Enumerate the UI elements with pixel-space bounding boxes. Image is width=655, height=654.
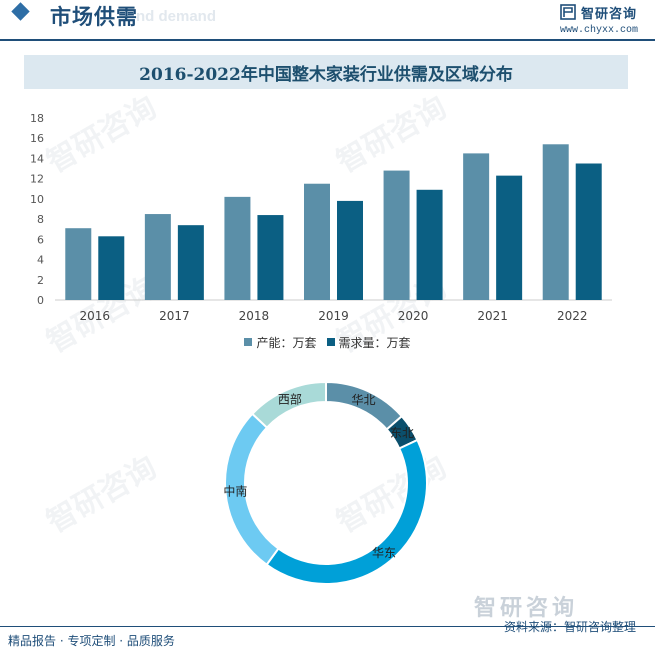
bar-chart: 0 2 4 6 8 10 12 14 16 18 2016 2017 2018 2019 2020 2021 2… <box>30 112 612 323</box>
footer-divider <box>0 626 655 627</box>
section-subtitle-ghost: nd demand <box>136 8 217 25</box>
donut-slice-label: 东北 <box>390 426 414 440</box>
footer-logo: 智研咨询 <box>474 596 579 621</box>
legend-label-demand: 需求量：万套 <box>338 335 411 350</box>
y-tick-label: 6 <box>37 233 44 246</box>
bar-demand <box>416 189 443 300</box>
header: 市场供需 nd demand 智研咨询 www.chyxx.com <box>0 0 655 41</box>
bar-capacity <box>383 170 410 300</box>
legend-item-capacity: 产能：万套 <box>244 333 317 351</box>
chart-title-banner: 2016-2022年中国整木家装行业供需及区域分布 <box>24 55 628 89</box>
donut-slice-label: 华北 <box>351 393 375 407</box>
bar-demand <box>496 175 523 300</box>
brand-url: www.chyxx.com <box>560 25 639 36</box>
x-tick-label: 2016 <box>80 309 111 323</box>
donut-slice-label: 西部 <box>278 391 302 406</box>
y-tick-label: 0 <box>37 294 44 307</box>
footer-tagline: 精品报告 · 专项定制 · 品质服务 <box>8 634 175 648</box>
y-tick-label: 10 <box>30 193 44 206</box>
legend-swatch-demand <box>326 338 335 346</box>
y-tick-label: 14 <box>30 152 44 165</box>
donut-slice <box>265 438 428 585</box>
bar-capacity <box>304 183 330 300</box>
x-tick-label: 2017 <box>159 309 190 323</box>
bar-chart-legend: 产能：万套 需求量：万套 <box>0 333 655 351</box>
x-tick-label: 2021 <box>477 309 508 323</box>
x-tick-label: 2019 <box>318 309 349 323</box>
bar-capacity <box>144 214 171 300</box>
header-divider <box>0 39 655 41</box>
diamond-icon <box>11 2 30 21</box>
chart-title: 2016-2022年中国整木家装行业供需及区域分布 <box>139 64 513 85</box>
bar-capacity <box>542 144 569 300</box>
bar-demand <box>98 236 125 300</box>
legend-label-capacity: 产能：万套 <box>256 335 317 350</box>
y-tick-label: 18 <box>30 112 44 125</box>
x-tick-label: 2018 <box>239 309 270 323</box>
donut-slice-label: 华东 <box>372 546 396 560</box>
y-tick-label: 8 <box>37 213 44 226</box>
bar-demand <box>337 200 363 300</box>
y-tick-label: 12 <box>30 173 44 186</box>
section-title: 市场供需 <box>50 4 138 29</box>
footer-source: 资料来源：智研咨询整理 <box>504 620 637 634</box>
bar-demand <box>177 225 204 300</box>
bar-capacity <box>463 153 490 300</box>
legend-swatch-capacity <box>244 338 253 346</box>
donut-slice <box>250 380 327 429</box>
y-tick-label: 2 <box>37 274 44 287</box>
brand-name: 智研咨询 <box>581 7 638 22</box>
bar-demand <box>575 163 602 300</box>
bar-demand <box>257 215 284 300</box>
brand-logo-icon <box>560 4 576 20</box>
donut-slice-label: 中南 <box>223 484 247 499</box>
x-tick-label: 2020 <box>398 309 429 323</box>
bar-capacity <box>65 228 92 300</box>
bar-capacity <box>224 196 251 300</box>
y-tick-label: 16 <box>30 132 44 145</box>
y-tick-label: 4 <box>37 254 44 267</box>
x-tick-label: 2022 <box>557 309 588 323</box>
legend-item-demand: 需求量：万套 <box>326 333 411 351</box>
